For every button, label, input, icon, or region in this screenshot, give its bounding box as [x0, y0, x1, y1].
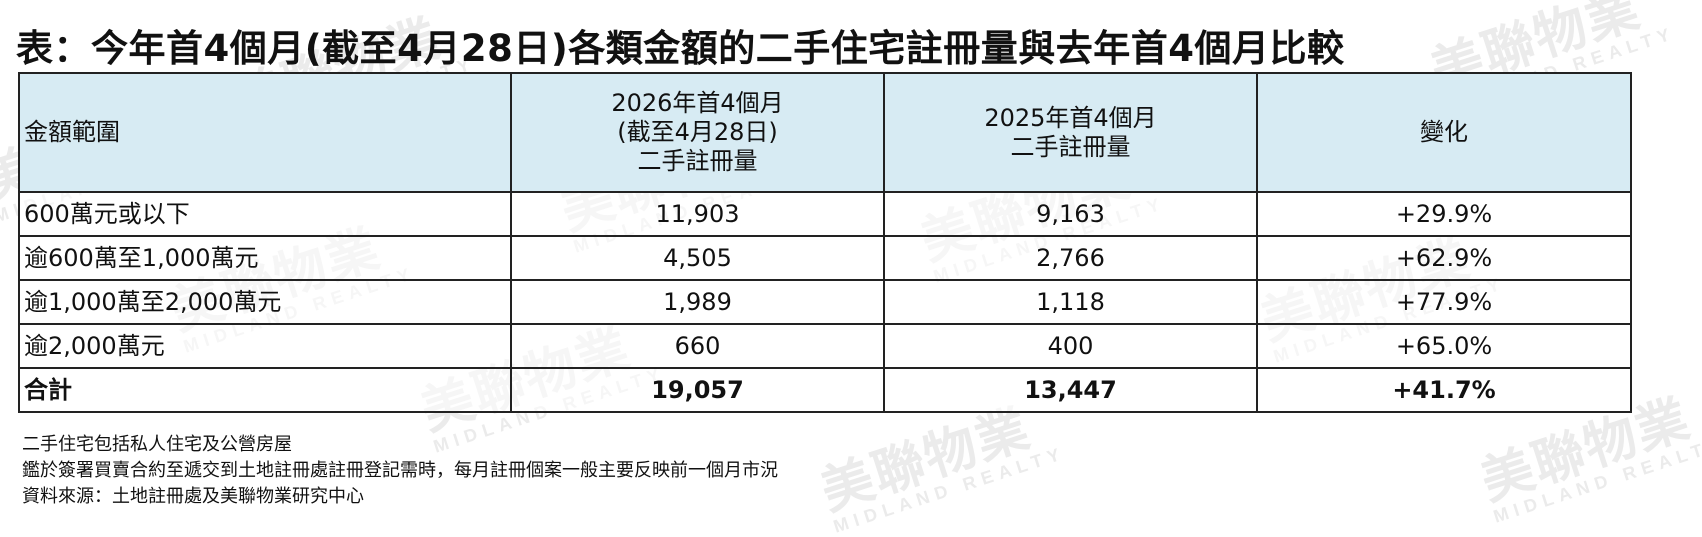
header-2025-registrations: 2025年首4個月 二手註冊量: [883, 72, 1258, 193]
table-row: 逾600萬至1,000萬元 4,505 2,766 +62.9%: [18, 235, 1632, 281]
cell-2025: 9,163: [883, 191, 1258, 237]
header-change: 變化: [1256, 72, 1632, 193]
cell-change: +65.0%: [1256, 323, 1632, 369]
cell-total-2026: 19,057: [510, 367, 885, 413]
footnote: 鑑於簽署買賣合約至遞交到土地註冊處註冊登記需時，每月註冊個案一般主要反映前一個月…: [22, 460, 778, 481]
cell-2025: 400: [883, 323, 1258, 369]
cell-change: +62.9%: [1256, 235, 1632, 281]
page-title: 表：今年首4個月(截至4月28日)各類金額的二手住宅註冊量與去年首4個月比較: [16, 27, 1345, 70]
cell-range: 逾600萬至1,000萬元: [18, 235, 512, 281]
table-row: 逾1,000萬至2,000萬元 1,989 1,118 +77.9%: [18, 279, 1632, 325]
cell-2025: 1,118: [883, 279, 1258, 325]
cell-range: 逾2,000萬元: [18, 323, 512, 369]
table-total-row: 合計 19,057 13,447 +41.7%: [18, 367, 1632, 413]
header-amount-range: 金額範圍: [18, 72, 512, 193]
cell-2026: 660: [510, 323, 885, 369]
cell-2026: 1,989: [510, 279, 885, 325]
source-note: 資料來源：土地註冊處及美聯物業研究中心: [22, 486, 364, 507]
footnote: 二手住宅包括私人住宅及公營房屋: [22, 434, 292, 455]
table-header-row: 金額範圍 2026年首4個月 (截至4月28日) 二手註冊量 2025年首4個月…: [18, 72, 1632, 193]
cell-2026: 4,505: [510, 235, 885, 281]
cell-total-2025: 13,447: [883, 367, 1258, 413]
cell-2025: 2,766: [883, 235, 1258, 281]
registration-table: 金額範圍 2026年首4個月 (截至4月28日) 二手註冊量 2025年首4個月…: [18, 72, 1632, 413]
cell-total-label: 合計: [18, 367, 512, 413]
cell-range: 600萬元或以下: [18, 191, 512, 237]
cell-total-change: +41.7%: [1256, 367, 1632, 413]
cell-range: 逾1,000萬至2,000萬元: [18, 279, 512, 325]
footnotes: 二手住宅包括私人住宅及公營房屋 鑑於簽署買賣合約至遞交到土地註冊處註冊登記需時，…: [22, 432, 778, 510]
header-2026-registrations: 2026年首4個月 (截至4月28日) 二手註冊量: [510, 72, 885, 193]
cell-2026: 11,903: [510, 191, 885, 237]
watermark: 美聯物業 MIDLAND REALTY: [813, 398, 1068, 537]
cell-change: +29.9%: [1256, 191, 1632, 237]
table-row: 600萬元或以下 11,903 9,163 +29.9%: [18, 191, 1632, 237]
cell-change: +77.9%: [1256, 279, 1632, 325]
table-row: 逾2,000萬元 660 400 +65.0%: [18, 323, 1632, 369]
